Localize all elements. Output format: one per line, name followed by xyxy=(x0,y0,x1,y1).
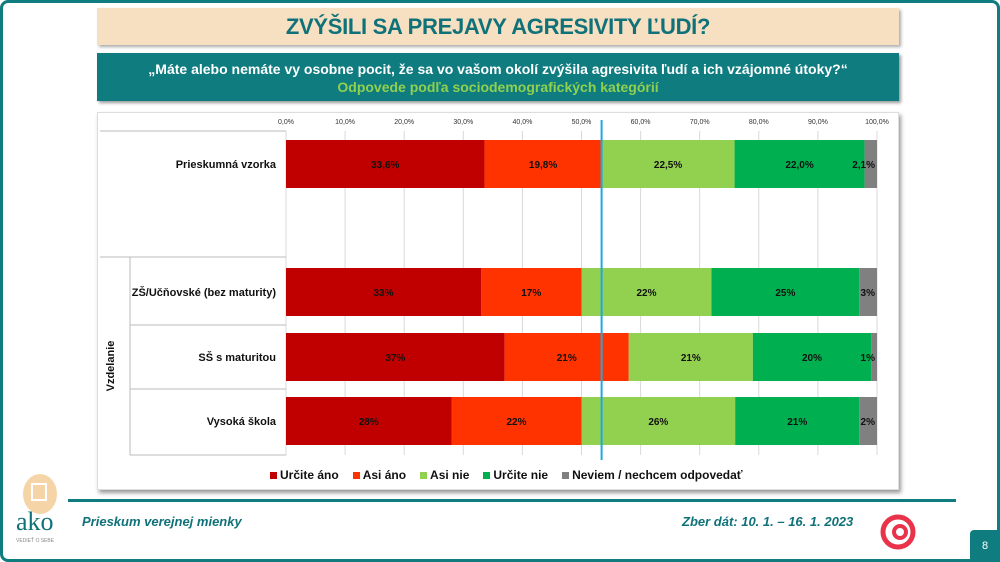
x-tick-label: 60,0% xyxy=(631,119,651,126)
legend-swatch xyxy=(420,472,428,479)
category-label: SŠ s maturitou xyxy=(198,351,276,364)
category-label: Prieskumná vzorka xyxy=(176,159,277,171)
x-tick-label: 40,0% xyxy=(512,119,532,126)
bar-segment xyxy=(286,397,452,445)
data-label: 25% xyxy=(775,288,795,299)
data-label: 22,0% xyxy=(785,160,813,171)
data-label: 20% xyxy=(802,353,822,364)
footer-divider xyxy=(68,499,956,502)
legend-item: Asi áno xyxy=(352,468,407,482)
legend-swatch xyxy=(270,472,277,479)
category-label: ZŠ/Učňovské (bez maturity) xyxy=(132,286,277,299)
bar-segment xyxy=(581,397,736,445)
legend-label: Asi áno xyxy=(362,468,407,482)
data-label: 22% xyxy=(637,288,657,299)
bar-segment xyxy=(581,268,712,316)
bar-segment xyxy=(504,333,629,381)
bar-segment xyxy=(601,140,735,188)
x-tick-label: 80,0% xyxy=(749,119,769,126)
bar-segment xyxy=(286,268,482,316)
page-number: 8 xyxy=(970,530,1000,562)
bar-segment xyxy=(286,333,505,381)
footer-date: Zber dát: 10. 1. – 16. 1. 2023 xyxy=(682,514,854,529)
data-label: 21% xyxy=(787,417,807,428)
bar-segment xyxy=(484,140,602,188)
bar-segment xyxy=(735,397,860,445)
data-label: 1% xyxy=(861,353,876,364)
data-label: 21% xyxy=(557,353,577,364)
subtitle-text: Odpovede podľa sociodemografických kateg… xyxy=(337,79,659,95)
question-text: „Máte alebo nemáte vy osobne pocit, že s… xyxy=(148,61,848,77)
data-label: 33% xyxy=(374,288,394,299)
data-label: 22,5% xyxy=(654,160,682,171)
svg-text:VEDIEŤ O SEBE: VEDIEŤ O SEBE xyxy=(16,536,55,544)
legend-item: Neviem / nechcem odpovedať xyxy=(562,468,743,482)
legend-label: Určite nie xyxy=(493,468,549,482)
legend-swatch xyxy=(352,472,360,479)
legend-label: Určite áno xyxy=(280,468,339,482)
data-label: 2,1% xyxy=(852,160,875,171)
x-tick-label: 0,0% xyxy=(278,119,294,126)
x-tick-label: 100,0% xyxy=(865,119,889,126)
bar-segment xyxy=(859,397,877,445)
legend: Určite áno Asi áno Asi nie Určite nie Neviem… xyxy=(270,468,743,482)
legend-swatch xyxy=(562,472,570,479)
x-tick-label: 50,0% xyxy=(572,119,592,126)
x-tick-label: 90,0% xyxy=(808,119,828,126)
slide-title: ZVÝŠILI SA PREJAVY AGRESIVITY ĽUDÍ? xyxy=(97,8,899,45)
legend-item: Určite nie xyxy=(483,468,548,482)
x-tick-label: 10,0% xyxy=(335,119,355,126)
bar-segment xyxy=(864,140,877,188)
data-label: 2% xyxy=(861,417,876,428)
category-label: Vysoká škola xyxy=(207,416,277,428)
group-label: Vzdelanie xyxy=(105,341,117,392)
legend-swatch xyxy=(483,472,491,479)
x-tick-label: 70,0% xyxy=(690,119,710,126)
bar-segment xyxy=(286,140,485,188)
bar-segment xyxy=(752,333,872,381)
bar-segment xyxy=(711,268,860,316)
x-tick-label: 20,0% xyxy=(394,119,414,126)
ako-logo: ako VEDIEŤ O SEBE xyxy=(16,474,57,544)
data-label: 17% xyxy=(521,288,541,299)
data-label: 37% xyxy=(385,353,405,364)
svg-text:ako: ako xyxy=(16,507,54,536)
data-label: 21% xyxy=(681,353,701,364)
bar-segment xyxy=(859,268,877,316)
footer-survey-label: Prieskum verejnej mienky xyxy=(82,514,242,529)
data-label: 19,8% xyxy=(529,160,557,171)
legend-label: Asi nie xyxy=(430,468,470,482)
data-label: 3% xyxy=(861,288,876,299)
question-box: „Máte alebo nemáte vy osobne pocit, že s… xyxy=(97,53,899,101)
data-label: 33,6% xyxy=(371,160,399,171)
legend-item: Určite áno xyxy=(270,468,339,482)
bar-segment xyxy=(734,140,865,188)
bar-segment xyxy=(451,397,582,445)
data-label: 22% xyxy=(506,417,526,428)
spiral-logo-icon xyxy=(880,514,916,550)
legend-item: Asi nie xyxy=(420,468,469,482)
legend-label: Neviem / nechcem odpovedať xyxy=(572,468,743,482)
x-tick-label: 30,0% xyxy=(453,119,473,126)
bar-segment xyxy=(871,333,877,381)
data-label: 26% xyxy=(648,417,668,428)
data-label: 28% xyxy=(359,417,379,428)
bar-segment xyxy=(481,268,582,316)
bar-segment xyxy=(628,333,753,381)
